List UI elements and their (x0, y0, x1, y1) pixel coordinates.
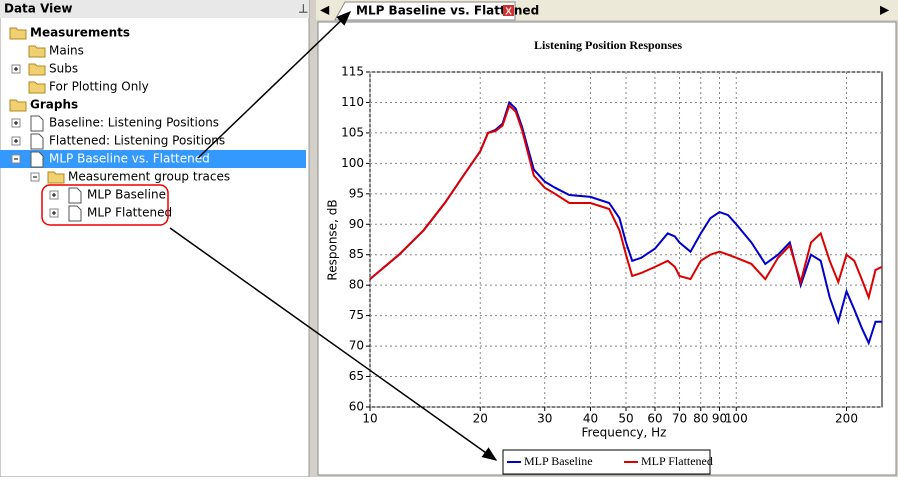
chart: Listening Position Responses 60 65 70 75 80 85… (326, 38, 883, 475)
tree-item[interactable]: Graphs (30, 98, 78, 112)
tree-item[interactable]: MLP Baseline (87, 188, 166, 202)
tab[interactable] (334, 1, 516, 21)
arrow (169, 227, 498, 461)
folder-icon (9, 27, 27, 40)
y-tick-label: 115 (341, 65, 364, 79)
chart-title: Listening Position Responses (534, 38, 682, 52)
tree-item[interactable]: Subs (49, 62, 78, 76)
folder-icon (47, 171, 65, 184)
tab-right[interactable]: ▶ (880, 3, 890, 17)
arrow (197, 10, 352, 159)
x-tick-label: 90 (712, 412, 727, 426)
data-view-panel (0, 0, 310, 478)
x-tick-label: 60 (647, 412, 662, 426)
series-line (369, 100, 882, 346)
tree-item[interactable]: Flattened: Listening Positions (49, 134, 225, 148)
x-tick-label: 100 (725, 412, 748, 426)
series-line (369, 103, 883, 301)
y-tick-label: 95 (349, 186, 364, 200)
tab-close-x[interactable]: x (505, 4, 512, 18)
tab-title[interactable]: MLP Baseline vs. Flattened (356, 4, 539, 18)
x-tick-label: 40 (583, 412, 598, 426)
y-tick-label: 85 (349, 247, 364, 261)
document-icon (30, 151, 44, 168)
legend-label: MLP Baseline (524, 454, 593, 468)
folder-icon (28, 63, 46, 76)
y-tick-label: 70 (349, 339, 364, 353)
document-icon (68, 187, 82, 204)
panel-header (0, 0, 309, 18)
pin-icon[interactable]: ⊥ (298, 2, 308, 16)
x-tick-label: 10 (362, 412, 377, 426)
folder-icon (28, 45, 46, 58)
y-tick-label: 80 (349, 278, 364, 292)
x-axis-label: Frequency, Hz (582, 426, 667, 440)
x-tick-label: 200 (835, 412, 858, 426)
folder-icon (28, 81, 46, 94)
x-tick-label: 30 (537, 412, 552, 426)
folder-icon (9, 99, 27, 112)
tab-close[interactable] (503, 5, 514, 16)
highlight (41, 184, 169, 226)
y-tick-label: 110 (341, 95, 364, 109)
tree: Measurements Mains Subs For Plotting Only Gr… (9, 26, 230, 222)
y-tick-label: 105 (341, 125, 364, 139)
x-tick-label: 70 (672, 412, 687, 426)
tree-item[interactable]: Mains (49, 44, 84, 58)
selection (0, 150, 306, 168)
x-tick-label: 20 (473, 412, 488, 426)
document-icon (30, 115, 44, 132)
y-tick-label: 65 (349, 369, 364, 383)
document-icon (68, 205, 82, 222)
x-tick-label: 80 (693, 412, 708, 426)
tree-item[interactable]: Measurements (30, 26, 130, 40)
y-tick-label: 100 (341, 156, 364, 170)
x-tick-label: 50 (618, 412, 633, 426)
y-tick-label: 60 (349, 400, 364, 414)
tab-left[interactable]: ◀ (320, 3, 330, 17)
y-tick-label: 75 (349, 308, 364, 322)
tree-item[interactable]: For Plotting Only (49, 80, 149, 94)
tree-item[interactable]: Baseline: Listening Positions (49, 116, 219, 130)
legend-label: MLP Flattened (641, 454, 713, 468)
tree-item[interactable]: MLP Flattened (87, 206, 172, 220)
tree-item[interactable]: MLP Baseline vs. Flattened (49, 152, 210, 166)
y-tick-label: 90 (349, 217, 364, 231)
y-axis-label: Response, dB (326, 199, 340, 280)
tree-item[interactable]: Measurement group traces (68, 170, 230, 184)
document-icon (30, 133, 44, 150)
legend (502, 449, 711, 475)
panel-title: Data View (4, 2, 72, 16)
